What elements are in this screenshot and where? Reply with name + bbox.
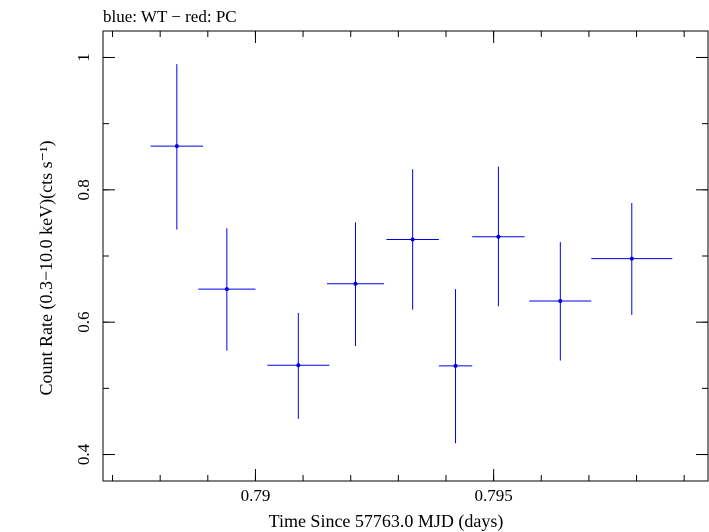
data-point — [267, 312, 330, 419]
x-tick-label: 0.79 — [241, 486, 271, 505]
data-point — [150, 64, 204, 230]
y-tick-label: 0.8 — [74, 179, 93, 200]
point-marker — [410, 237, 415, 242]
data-point — [386, 169, 439, 310]
data-point — [591, 203, 673, 315]
plot-frame — [102, 30, 709, 482]
x-tick-labels: 0.79 0.795 — [241, 486, 513, 505]
data-point — [472, 166, 525, 307]
point-marker — [453, 363, 458, 368]
y-tick-label: 1 — [74, 53, 93, 62]
point-marker — [224, 287, 229, 292]
y-tick-labels: 0.4 0.6 0.8 1 — [74, 53, 93, 465]
y-tick-label: 0.4 — [74, 443, 93, 465]
y-tick-label: 0.6 — [74, 312, 93, 333]
point-marker — [629, 256, 634, 261]
point-marker — [558, 299, 563, 303]
chart-title: blue: WT − red: PC — [103, 7, 237, 26]
data-point — [198, 228, 256, 351]
data-point — [438, 289, 473, 444]
point-marker — [353, 281, 358, 286]
point-marker — [496, 234, 501, 239]
axis-ticks — [103, 31, 708, 481]
data-points — [150, 64, 673, 444]
point-marker — [174, 144, 179, 149]
point-marker — [296, 363, 301, 368]
y-axis-label: Count Rate (0.3−10.0 keV)(cts s⁻¹) — [36, 140, 57, 395]
data-point — [529, 242, 592, 361]
x-tick-label: 0.795 — [475, 486, 513, 505]
data-point — [326, 222, 385, 346]
x-axis-label: Time Since 57763.0 MJD (days) — [269, 511, 504, 532]
